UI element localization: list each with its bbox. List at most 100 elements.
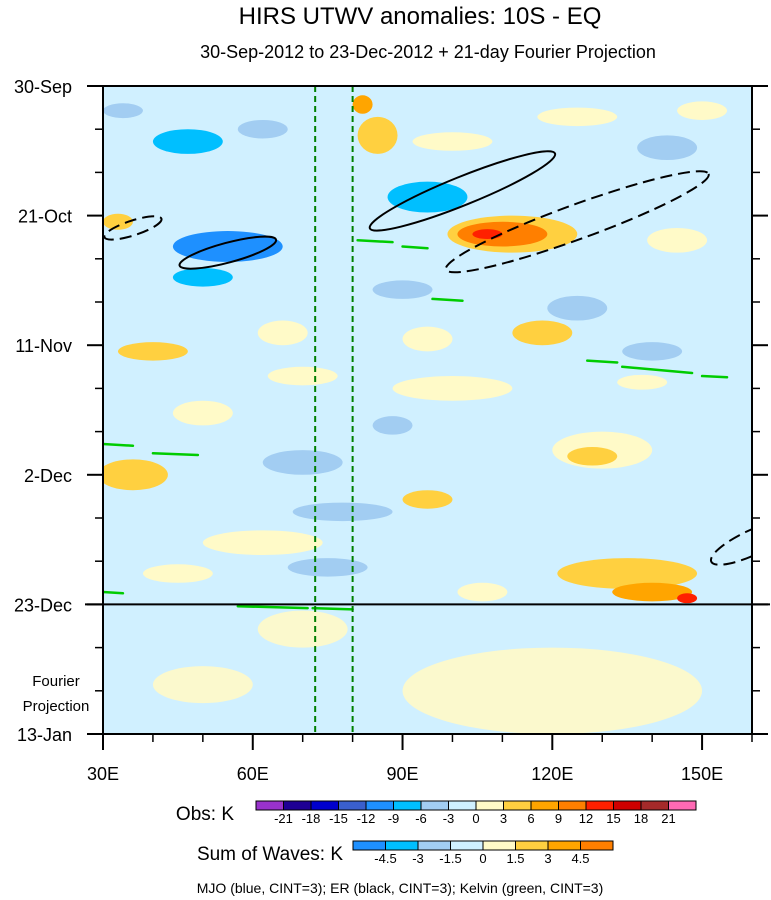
anomaly-patch (402, 326, 453, 352)
chart-subtitle: 30-Sep-2012 to 23-Dec-2012 + 21-day Four… (200, 42, 656, 62)
y-tick-label: 23-Dec (14, 595, 72, 615)
anomaly-patch (103, 459, 168, 491)
er-contour (178, 235, 278, 270)
anomaly-patch (372, 280, 433, 299)
y-tick-label: 21-Oct (18, 207, 72, 227)
anomaly-patch (142, 564, 213, 583)
obs-swatch (448, 800, 477, 811)
obs-swatch (668, 800, 697, 811)
obs-level-label: 18 (634, 811, 648, 826)
obs-level-label: -21 (274, 811, 293, 826)
anomaly-patch (152, 129, 223, 154)
anomaly-patch (537, 107, 618, 127)
anomaly-patch (557, 558, 698, 589)
anomaly-patch (637, 135, 698, 161)
obs-swatch (283, 800, 312, 811)
obs-level-label: 6 (527, 811, 534, 826)
waves-level-label: 1.5 (506, 851, 524, 866)
obs-level-label: 15 (606, 811, 620, 826)
waves-legend-title: Sum of Waves: K (197, 844, 343, 865)
kelvin-contour (236, 605, 309, 610)
obs-level-label: -3 (443, 811, 455, 826)
anomaly-patch (617, 374, 668, 390)
obs-swatch (558, 800, 587, 811)
anomaly-patch (172, 268, 233, 287)
waves-level-label: 4.5 (571, 851, 589, 866)
waves-colorbar: -4.5 -3 -1.5 0 1.5 3 4.5 (352, 840, 614, 866)
kelvin-contour (103, 590, 125, 595)
obs-swatch (585, 800, 614, 811)
anomaly-patch (567, 447, 618, 466)
anomaly-patch (257, 320, 308, 346)
kelvin-contour (431, 297, 464, 303)
projection-patch (152, 666, 253, 704)
obs-level-label: -12 (357, 811, 376, 826)
kelvin-contour (401, 245, 429, 250)
plot-frame (102, 85, 753, 735)
obs-level-label: 21 (661, 811, 675, 826)
anomaly-patch (292, 502, 393, 522)
obs-level-label: 12 (579, 811, 593, 826)
y-tick-label: 2-Dec (24, 466, 72, 486)
anomaly-patch (387, 181, 468, 213)
anomaly-shading (103, 95, 728, 604)
obs-legend-title: Obs: K (176, 804, 234, 825)
anomaly-patch (677, 593, 698, 604)
obs-swatch (503, 800, 532, 811)
kelvin-contour (700, 374, 729, 379)
obs-swatch (310, 800, 339, 811)
reference-lines (314, 86, 354, 734)
obs-swatch (255, 800, 284, 811)
kelvin-contour (620, 365, 694, 375)
obs-level-label: -15 (329, 811, 348, 826)
obs-swatch (420, 800, 449, 811)
anomaly-patch (202, 530, 323, 556)
anomaly-patch (287, 558, 368, 577)
obs-swatch (475, 800, 504, 811)
obs-swatch (338, 800, 367, 811)
obs-level-label: 0 (472, 811, 479, 826)
waves-swatch (547, 840, 581, 851)
y-axis: 30-Sep 21-Oct 11-Nov 2-Dec 23-Dec 13-Jan (14, 77, 768, 745)
x-tick-label: 120E (531, 764, 573, 784)
x-tick-label: 60E (237, 764, 269, 784)
anomaly-patch (512, 320, 573, 346)
waves-swatch (515, 840, 549, 851)
x-tick-label: 30E (87, 764, 119, 784)
waves-swatch (580, 840, 614, 851)
anomaly-patch (237, 119, 288, 139)
anomaly-patch (612, 582, 693, 602)
obs-colorbar: -21 -18 -15 -12 -9 -6 -3 0 3 6 9 12 15 18 21 (255, 800, 697, 826)
obs-swatch (393, 800, 422, 811)
waves-swatch (450, 840, 484, 851)
waves-level-label: 0 (479, 851, 486, 866)
anomaly-patch (103, 213, 133, 230)
waves-swatch (385, 840, 419, 851)
waves-level-label: -4.5 (374, 851, 396, 866)
anomaly-patch (372, 416, 413, 435)
obs-swatch (365, 800, 394, 811)
obs-swatch (640, 800, 669, 811)
er-contour (709, 519, 752, 566)
anomaly-patch (117, 342, 188, 361)
chart-title: HIRS UTWV anomalies: 10S - EQ (239, 3, 602, 30)
obs-level-label: -9 (388, 811, 400, 826)
anomaly-patch (402, 490, 453, 509)
anomaly-patch (647, 227, 708, 253)
obs-level-label: -6 (415, 811, 427, 826)
er-contour (103, 215, 163, 241)
plot-area (103, 86, 752, 734)
obs-level-label: 3 (500, 811, 507, 826)
kelvin-contour (356, 239, 394, 244)
y-tick-label: 30-Sep (14, 77, 72, 97)
waves-level-label: 3 (544, 851, 551, 866)
projection-patch (402, 647, 703, 734)
obs-swatch (613, 800, 642, 811)
kelvin-contours (103, 239, 729, 611)
kelvin-contour (586, 359, 619, 364)
waves-level-label: -3 (412, 851, 424, 866)
x-axis: 30E 60E 90E 120E 150E (87, 734, 753, 784)
er-contours (103, 150, 752, 566)
anomaly-patch (392, 376, 513, 401)
